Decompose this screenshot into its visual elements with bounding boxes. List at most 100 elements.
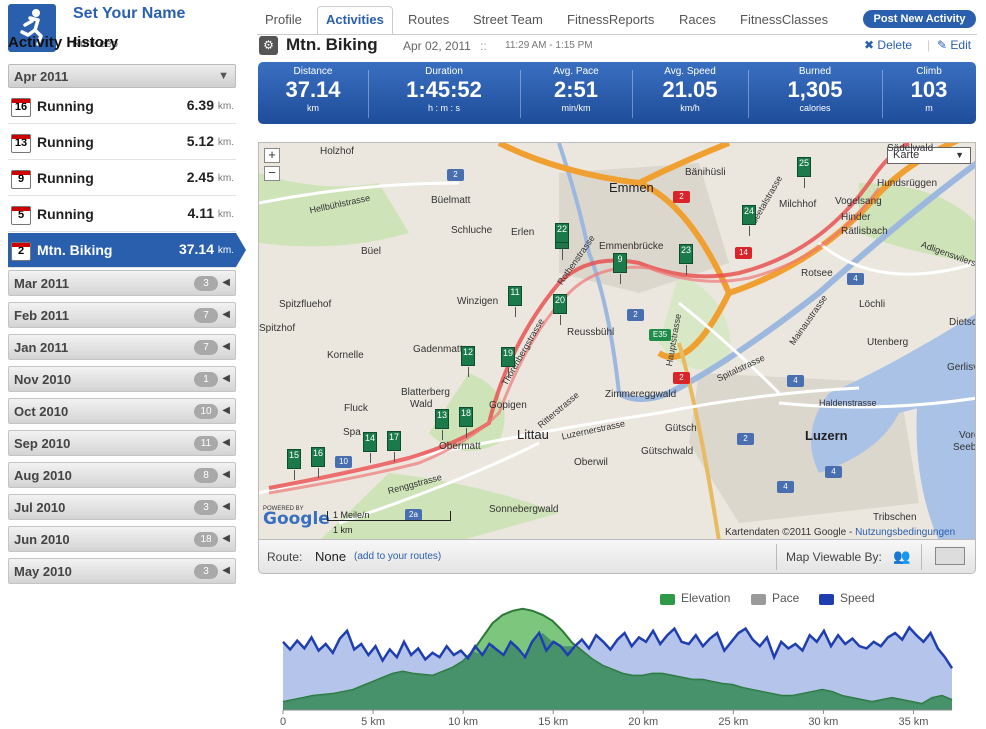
stat-unit: calories	[799, 103, 831, 113]
map-type-select[interactable]: Karte ▼	[887, 147, 971, 164]
tab-fitness-classes[interactable]: FitnessClasses	[740, 12, 829, 27]
chevron-left-icon: ◀	[222, 341, 230, 352]
month-header[interactable]: Jan 2011 7 ◀	[8, 334, 236, 360]
users-icon[interactable]: 👥	[893, 548, 911, 564]
km-marker: 25	[797, 157, 811, 188]
elevation-speed-overlap	[283, 633, 952, 710]
add-to-routes-link[interactable]: (add to your routes)	[354, 551, 442, 562]
activity-list-item[interactable]: 13 Running 5.12 km.	[8, 125, 236, 160]
tab-street-team[interactable]: Street Team	[473, 12, 543, 27]
activity-list-item[interactable]: 9 Running 2.45 km.	[8, 161, 236, 196]
month-label: Nov 2010	[14, 372, 72, 387]
map-place-label: Löchli	[859, 299, 886, 310]
road-shield: 4	[777, 481, 794, 493]
tab-profile[interactable]: Profile	[265, 12, 302, 27]
road-shield: 10	[335, 456, 352, 468]
x-tick-label: 25 km	[718, 716, 748, 728]
zoom-out-button[interactable]: −	[264, 166, 280, 181]
calendar-icon: 13	[11, 134, 31, 153]
stat-label: Burned	[798, 66, 832, 77]
map-place-label: Emmen	[609, 180, 654, 195]
activity-list-item[interactable]: 16 Running 6.39 km.	[8, 89, 236, 124]
month-header[interactable]: Jun 2010 18 ◀	[8, 526, 236, 552]
activity-distance-unit: km.	[217, 209, 234, 220]
map-place-label: Gütsch	[665, 423, 697, 434]
stat-divider	[632, 70, 633, 118]
stat-unit: min/km	[561, 103, 591, 113]
google-logo[interactable]: Google	[263, 509, 330, 529]
month-label: Oct 2010	[14, 404, 69, 419]
map-place-label: Tribschen	[873, 512, 917, 523]
km-marker: 9	[613, 253, 627, 284]
delete-button[interactable]: ✖ Delete	[864, 38, 912, 52]
map-place-label: Kornelle	[327, 350, 364, 361]
map-place-label: Littau	[517, 427, 549, 442]
delete-icon: ✖	[864, 38, 875, 52]
map-place-label: Vogelsang	[835, 196, 882, 207]
month-header[interactable]: Jul 2010 3 ◀	[8, 494, 236, 520]
activity-count-badge: 18	[194, 532, 218, 547]
chevron-left-icon: ◀	[222, 469, 230, 480]
road-shield: E35	[649, 329, 671, 341]
stat-value: 1:45:52	[406, 77, 482, 102]
activity-list-item[interactable]: 2 Mtn. Biking 37.14 km.	[8, 233, 246, 268]
map-place-label: Reussbühl	[567, 327, 615, 338]
scale-km: 1 km	[333, 525, 353, 535]
chevron-left-icon: ◀	[222, 501, 230, 512]
tab-fitness-reports[interactable]: FitnessReports	[567, 12, 655, 27]
stat-divider	[368, 70, 369, 118]
activity-distance: 5.12	[186, 133, 214, 149]
activity-type: Running	[37, 170, 94, 186]
x-tick-label: 20 km	[628, 716, 658, 728]
tab-races[interactable]: Races	[679, 12, 716, 27]
activity-distance: 6.39	[186, 97, 214, 113]
month-label: Aug 2010	[14, 468, 72, 483]
activity-count-badge: 10	[194, 404, 218, 419]
stat-value: 37.14	[285, 77, 341, 102]
road-shield: 4	[825, 466, 842, 478]
month-header-apr-2011[interactable]: Apr 2011 ▼	[8, 64, 236, 88]
month-header[interactable]: Nov 2010 1 ◀	[8, 366, 236, 392]
stat-avg-pace: Avg. Pace 2:51 min/km	[520, 62, 632, 124]
stat-climb: Climb 103 m	[882, 62, 976, 124]
activity-distance-unit: km.	[217, 137, 234, 148]
month-header[interactable]: Mar 2011 3 ◀	[8, 270, 236, 296]
map-type-value: Karte	[893, 149, 920, 161]
month-label: Jan 2011	[14, 340, 69, 355]
activity-date: Apr 02, 2011 ::	[403, 39, 487, 53]
map-street-label: Haldenstrasse	[819, 398, 877, 408]
speed-line	[282, 625, 954, 669]
activity-count-badge: 7	[194, 308, 218, 323]
zoom-in-button[interactable]: +	[264, 148, 280, 163]
map-place-label: Hundsrüggen	[877, 178, 938, 189]
month-header[interactable]: Aug 2010 8 ◀	[8, 462, 236, 488]
km-marker: 19	[501, 347, 515, 378]
month-header[interactable]: Feb 2011 7 ◀	[8, 302, 236, 328]
edit-button[interactable]: ✎ Edit	[937, 38, 971, 52]
tab-activities[interactable]: Activities	[317, 6, 393, 34]
legend-label-speed: Speed	[840, 591, 875, 605]
copyright-text: Kartendaten ©2011 Google -	[725, 527, 856, 538]
map-place-label: Spa	[343, 427, 361, 438]
month-header[interactable]: May 2010 3 ◀	[8, 558, 236, 584]
post-new-activity-button[interactable]: Post New Activity	[863, 10, 976, 28]
road-shield: 2	[737, 433, 754, 445]
activity-type: Running	[37, 98, 94, 114]
month-header[interactable]: Oct 2010 10 ◀	[8, 398, 236, 424]
user-name-link[interactable]: Set Your Name	[73, 5, 186, 22]
month-header[interactable]: Sep 2010 11 ◀	[8, 430, 236, 456]
road-shield: 2a	[405, 509, 422, 521]
map-place-label: Fluck	[344, 403, 368, 414]
terms-link[interactable]: Nutzungsbedingungen	[855, 527, 956, 538]
bicycle-icon: ⚙	[259, 36, 278, 55]
route-map[interactable]: + − Karte ▼ Holzhof Büelmatt Schluche Erl…	[258, 142, 976, 540]
map-place-label: Büelmatt	[431, 195, 471, 206]
activity-list-item[interactable]: 5 Running 4.11 km.	[8, 197, 236, 232]
activity-count-badge: 3	[194, 500, 218, 515]
tab-routes[interactable]: Routes	[408, 12, 450, 27]
stat-duration: Duration 1:45:52 h : m : s	[368, 62, 520, 124]
fullscreen-icon[interactable]	[935, 547, 965, 565]
activity-count-badge: 8	[194, 468, 218, 483]
x-tick-label: 35 km	[898, 716, 928, 728]
x-tick-label: 30 km	[808, 716, 838, 728]
